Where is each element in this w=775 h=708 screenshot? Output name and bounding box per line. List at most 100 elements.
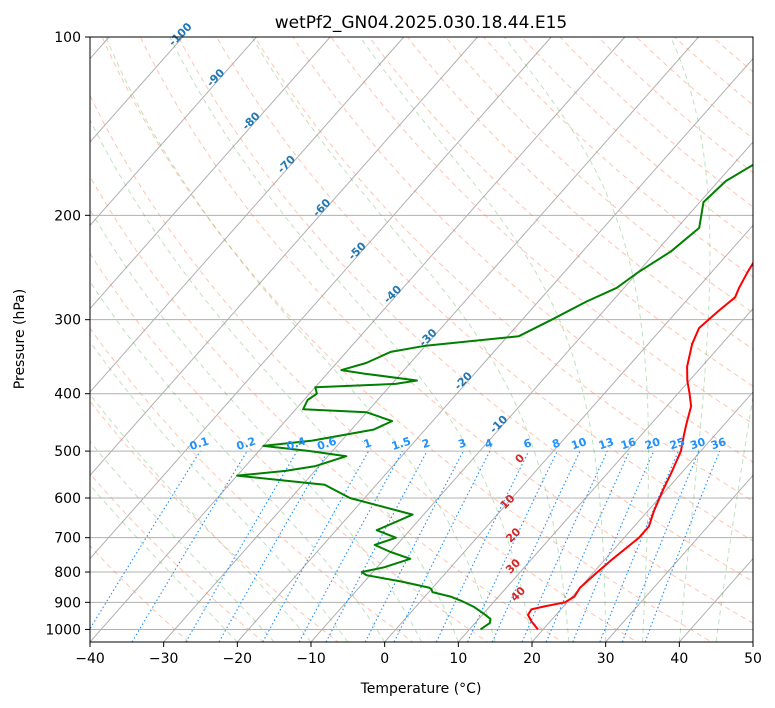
dry-adiabat xyxy=(597,37,753,174)
isotherm-line xyxy=(236,57,753,642)
sounding-profiles xyxy=(236,163,753,631)
mixing-ratio-label: 0.4 xyxy=(285,434,308,452)
dry-adiabat-lines xyxy=(90,37,753,642)
x-tick-label: 20 xyxy=(523,651,541,667)
mixing-ratio-lines xyxy=(90,450,721,642)
isotherm-line xyxy=(605,474,753,642)
mixing-ratio-label: 0.2 xyxy=(235,435,258,453)
x-tick-label: 0 xyxy=(380,651,389,667)
dry-adiabat xyxy=(406,37,753,350)
mixing-ratio-label: 1.5 xyxy=(390,435,413,453)
mixing-ratio-label: 20 xyxy=(643,435,662,452)
mixing-ratio-label: 13 xyxy=(597,435,616,452)
moist-adiabat-label: 0 xyxy=(513,451,528,466)
chart-title: wetPf2_GN04.2025.030.18.44.E15 xyxy=(275,13,567,33)
dry-adiabat xyxy=(559,37,753,208)
mixing-ratio-label: 0.1 xyxy=(188,435,211,453)
moist-adiabat xyxy=(90,440,275,642)
moist-adiabat-label: 30 xyxy=(503,556,523,576)
mixing-ratio-label: 25 xyxy=(668,435,687,452)
y-tick-label: 600 xyxy=(54,491,81,507)
dry-adiabat xyxy=(483,37,753,278)
x-axis-label: Temperature (°C) xyxy=(360,681,482,697)
moist-adiabat xyxy=(359,37,607,642)
dry-adiabat-label: -40 xyxy=(381,283,404,306)
moist-adiabat xyxy=(670,37,711,642)
moist-adiabat xyxy=(90,280,386,642)
moist-adiabat xyxy=(715,394,753,642)
mixing-ratio-label: 10 xyxy=(570,435,589,452)
isotherm-line xyxy=(310,141,753,642)
dry-adiabat xyxy=(330,37,753,425)
dry-adiabat-label: -50 xyxy=(346,239,369,262)
y-axis: 100 200 300 400 500 600 700 800 900 1000 xyxy=(45,30,90,638)
isotherm-line xyxy=(90,37,184,143)
isotherm-line xyxy=(90,37,478,477)
isotherm-line xyxy=(531,391,753,642)
mixing-ratio-label: 3 xyxy=(457,436,468,451)
mixing-ratio-label: 8 xyxy=(551,436,562,451)
dry-adiabat-label: -80 xyxy=(240,109,263,132)
mixing-ratio-line xyxy=(491,450,581,642)
dry-adiabat-label: -100 xyxy=(166,20,195,49)
isotherm-line xyxy=(90,37,405,393)
isotherm-line xyxy=(90,37,552,560)
x-tick-label: −30 xyxy=(149,651,179,667)
dry-adiabat xyxy=(216,37,753,542)
dry-adiabat xyxy=(90,94,638,642)
dry-adiabat xyxy=(90,472,265,642)
moist-adiabat xyxy=(503,37,649,642)
dry-adiabat xyxy=(101,37,713,642)
mixing-ratio-line xyxy=(521,450,608,642)
dry-adiabat-label: -70 xyxy=(275,153,298,176)
dry-adiabat xyxy=(521,37,753,243)
dry-adiabat xyxy=(90,400,340,642)
y-axis-label: Pressure (hPa) xyxy=(12,289,28,389)
mixing-ratio-line xyxy=(90,450,201,630)
mixing-ratio-line xyxy=(621,450,700,642)
mixing-ratio-label: 0.6 xyxy=(316,434,339,452)
mixing-ratio-line xyxy=(599,450,679,642)
moist-adiabat xyxy=(90,118,459,642)
dry-adiabat xyxy=(90,175,564,642)
x-axis: −40 −30 −20 −10 0 10 20 30 40 50 xyxy=(75,642,762,667)
y-tick-label: 500 xyxy=(54,444,81,460)
dry-adiabat-label: -60 xyxy=(310,196,333,219)
mixing-ratio-line xyxy=(393,450,491,642)
y-tick-label: 400 xyxy=(54,387,81,403)
mixing-ratio-line xyxy=(131,450,248,642)
mixing-ratio-label: 1 xyxy=(362,436,373,451)
moist-adiabat xyxy=(90,393,312,642)
x-tick-label: 30 xyxy=(597,651,615,667)
y-tick-label: 1000 xyxy=(45,622,81,638)
mixing-ratio-label: 6 xyxy=(522,436,534,451)
moist-adiabat xyxy=(105,37,496,642)
mixing-ratio-label: 4 xyxy=(483,436,495,451)
mixing-ratio-line xyxy=(466,450,558,642)
isobar-grid xyxy=(90,37,753,630)
dry-adiabat-label: -90 xyxy=(204,66,227,89)
moist-adiabat xyxy=(90,208,422,642)
moist-adiabat xyxy=(90,484,238,642)
isotherm-line xyxy=(90,37,257,227)
dry-adiabat xyxy=(711,37,753,73)
y-tick-label: 200 xyxy=(54,208,81,224)
moist-adiabat xyxy=(251,37,570,642)
x-tick-label: −40 xyxy=(75,651,105,667)
y-tick-label: 100 xyxy=(54,30,81,46)
x-tick-label: −10 xyxy=(296,651,326,667)
dry-adiabat xyxy=(90,252,489,642)
mixing-ratio-line xyxy=(572,450,655,642)
mixing-ratio-line xyxy=(325,450,428,642)
temperature-line xyxy=(527,261,753,631)
dry-adiabat-label: -10 xyxy=(487,412,510,435)
dry-adiabat xyxy=(750,37,753,40)
y-tick-label: 300 xyxy=(54,313,81,329)
isotherm-line xyxy=(163,37,699,642)
mixing-ratio-label: 36 xyxy=(709,435,728,452)
moist-adiabat xyxy=(169,37,533,642)
isotherm-line xyxy=(90,37,626,642)
isotherm-line xyxy=(752,641,753,642)
y-tick-label: 700 xyxy=(54,531,81,547)
